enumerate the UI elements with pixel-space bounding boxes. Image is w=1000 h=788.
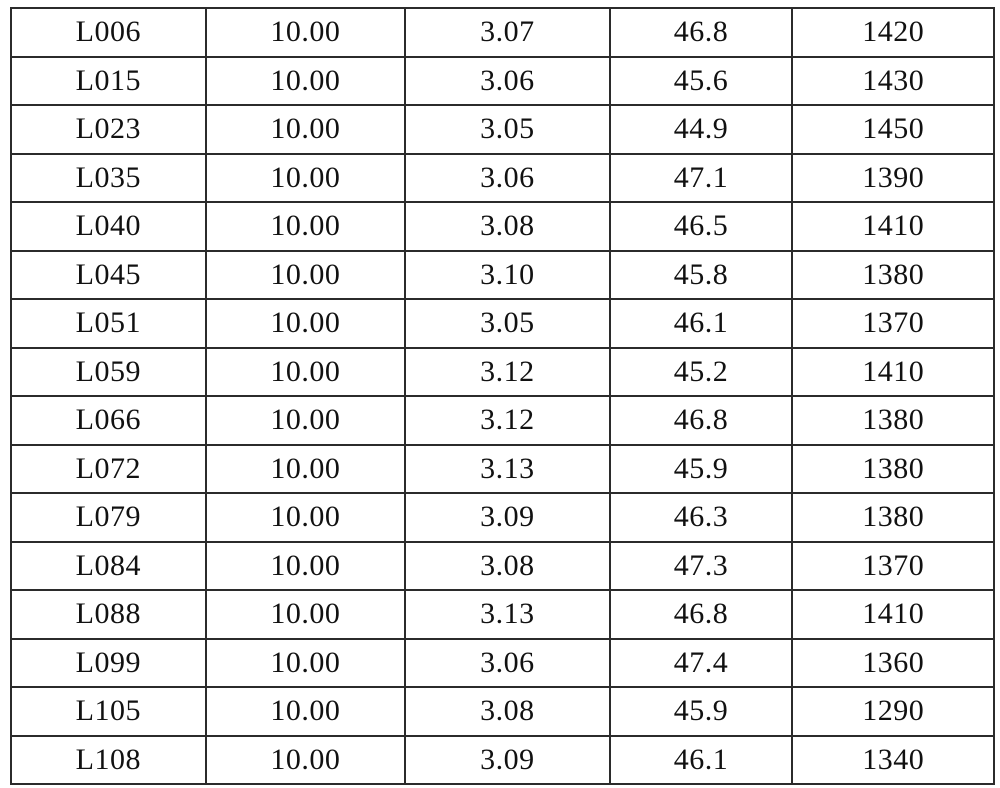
- table-cell: L045: [10, 249, 207, 300]
- table-cell: 10.00: [204, 395, 407, 446]
- table-cell: L084: [10, 540, 207, 591]
- table-cell: 46.8: [608, 395, 794, 446]
- table-cell: 3.10: [404, 249, 611, 300]
- table-cell: 10.00: [204, 346, 407, 397]
- table-cell: L105: [10, 686, 207, 737]
- table-cell: 47.1: [608, 152, 794, 203]
- data-table: L006 10.00 3.07 46.8 1420 L015 10.00 3.06 45.6 14…: [10, 7, 995, 785]
- table-row: L059 10.00 3.12 45.2 1410: [10, 346, 995, 397]
- table-row: L079 10.00 3.09 46.3 1380: [10, 492, 995, 543]
- table-cell: L099: [10, 637, 207, 688]
- table-cell: 3.12: [404, 346, 611, 397]
- table-cell: 1370: [791, 540, 995, 591]
- table-cell: 3.06: [404, 152, 611, 203]
- table-cell: 3.06: [404, 55, 611, 106]
- table-cell: 3.05: [404, 104, 611, 155]
- table-cell: 10.00: [204, 298, 407, 349]
- table-cell: 45.9: [608, 443, 794, 494]
- table-row: L051 10.00 3.05 46.1 1370: [10, 298, 995, 349]
- table-row: L072 10.00 3.13 45.9 1380: [10, 443, 995, 494]
- table-cell: 1410: [791, 589, 995, 640]
- table-cell: 46.8: [608, 7, 794, 58]
- table-cell: 1380: [791, 395, 995, 446]
- table-cell: 1380: [791, 492, 995, 543]
- table-cell: 10.00: [204, 152, 407, 203]
- table-row: L105 10.00 3.08 45.9 1290: [10, 686, 995, 737]
- table-cell: 3.05: [404, 298, 611, 349]
- table-cell: 10.00: [204, 637, 407, 688]
- table-cell: 45.6: [608, 55, 794, 106]
- table-row: L035 10.00 3.06 47.1 1390: [10, 152, 995, 203]
- table-cell: L051: [10, 298, 207, 349]
- table-row: L066 10.00 3.12 46.8 1380: [10, 395, 995, 446]
- table-cell: 10.00: [204, 104, 407, 155]
- table-cell: 3.12: [404, 395, 611, 446]
- table-cell: 1450: [791, 104, 995, 155]
- table-cell: 1340: [791, 734, 995, 785]
- table-cell: 10.00: [204, 540, 407, 591]
- table-row: L045 10.00 3.10 45.8 1380: [10, 249, 995, 300]
- table-cell: 1430: [791, 55, 995, 106]
- table-cell: 1390: [791, 152, 995, 203]
- table-cell: 1410: [791, 346, 995, 397]
- table-cell: L006: [10, 7, 207, 58]
- table-cell: L015: [10, 55, 207, 106]
- table-cell: 3.06: [404, 637, 611, 688]
- table-cell: L040: [10, 201, 207, 252]
- table-cell: 3.08: [404, 540, 611, 591]
- table-row: L088 10.00 3.13 46.8 1410: [10, 589, 995, 640]
- table-cell: 45.9: [608, 686, 794, 737]
- table-cell: 3.09: [404, 492, 611, 543]
- table-cell: L035: [10, 152, 207, 203]
- table-cell: 47.4: [608, 637, 794, 688]
- table-cell: 47.3: [608, 540, 794, 591]
- table-cell: 1380: [791, 249, 995, 300]
- table-row: L006 10.00 3.07 46.8 1420: [10, 7, 995, 58]
- table-cell: 46.1: [608, 734, 794, 785]
- table-cell: L079: [10, 492, 207, 543]
- table-cell: L059: [10, 346, 207, 397]
- table-cell: 46.5: [608, 201, 794, 252]
- table-cell: 3.08: [404, 686, 611, 737]
- table-cell: 1370: [791, 298, 995, 349]
- table-cell: 10.00: [204, 249, 407, 300]
- table-cell: 1360: [791, 637, 995, 688]
- table-cell: L088: [10, 589, 207, 640]
- table-cell: 46.8: [608, 589, 794, 640]
- table-cell: 10.00: [204, 734, 407, 785]
- table-cell: 3.13: [404, 589, 611, 640]
- table-cell: 46.1: [608, 298, 794, 349]
- table-cell: 3.07: [404, 7, 611, 58]
- table-cell: 44.9: [608, 104, 794, 155]
- table-cell: 10.00: [204, 686, 407, 737]
- table-cell: 10.00: [204, 201, 407, 252]
- table-cell: 10.00: [204, 589, 407, 640]
- table-cell: L108: [10, 734, 207, 785]
- table-cell: 1290: [791, 686, 995, 737]
- table-cell: 45.2: [608, 346, 794, 397]
- table-row: L015 10.00 3.06 45.6 1430: [10, 55, 995, 106]
- table-row: L023 10.00 3.05 44.9 1450: [10, 104, 995, 155]
- table-cell: 3.08: [404, 201, 611, 252]
- table-cell: 1410: [791, 201, 995, 252]
- table-cell: 45.8: [608, 249, 794, 300]
- table-cell: L066: [10, 395, 207, 446]
- table-cell: 46.3: [608, 492, 794, 543]
- table-cell: 3.13: [404, 443, 611, 494]
- table-row: L040 10.00 3.08 46.5 1410: [10, 201, 995, 252]
- table-cell: 1380: [791, 443, 995, 494]
- table-row: L108 10.00 3.09 46.1 1340: [10, 734, 995, 785]
- table-cell: L023: [10, 104, 207, 155]
- table-cell: 10.00: [204, 443, 407, 494]
- table-body: L006 10.00 3.07 46.8 1420 L015 10.00 3.06 45.6 14…: [10, 7, 995, 785]
- table-cell: 3.09: [404, 734, 611, 785]
- table-row: L084 10.00 3.08 47.3 1370: [10, 540, 995, 591]
- table-row: L099 10.00 3.06 47.4 1360: [10, 637, 995, 688]
- table-cell: 1420: [791, 7, 995, 58]
- table-cell: 10.00: [204, 7, 407, 58]
- table-cell: L072: [10, 443, 207, 494]
- table-cell: 10.00: [204, 492, 407, 543]
- table-cell: 10.00: [204, 55, 407, 106]
